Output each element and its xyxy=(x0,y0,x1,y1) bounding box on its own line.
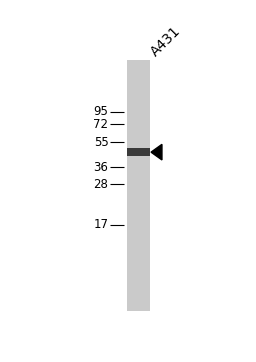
Text: 17: 17 xyxy=(93,218,108,231)
Polygon shape xyxy=(151,144,162,160)
Bar xyxy=(127,148,150,156)
Text: 28: 28 xyxy=(93,178,108,191)
Text: A431: A431 xyxy=(148,24,183,59)
Text: 55: 55 xyxy=(94,136,108,149)
Text: 95: 95 xyxy=(93,105,108,118)
Text: 72: 72 xyxy=(93,118,108,131)
Bar xyxy=(127,60,150,311)
Text: 36: 36 xyxy=(93,161,108,174)
